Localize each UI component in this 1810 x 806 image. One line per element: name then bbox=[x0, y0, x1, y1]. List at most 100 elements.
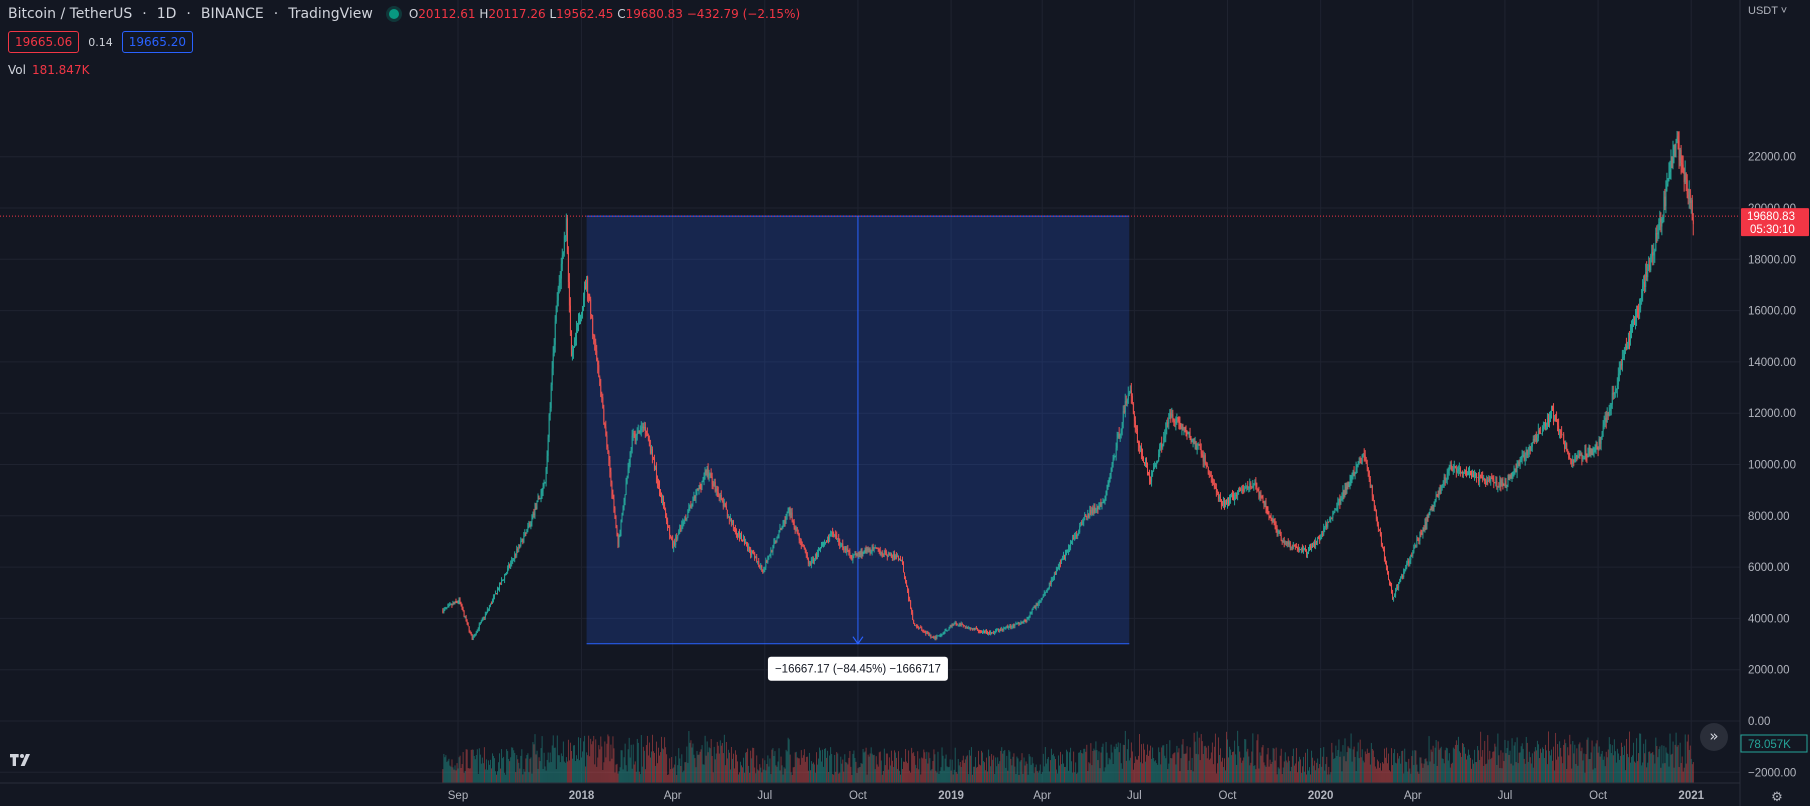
candle-body bbox=[856, 553, 858, 556]
candle-body bbox=[1035, 603, 1037, 608]
volume-bar bbox=[823, 766, 825, 783]
candle-body bbox=[733, 520, 734, 528]
candle-body bbox=[1018, 622, 1020, 625]
candle-body bbox=[960, 623, 962, 626]
volume-bar bbox=[660, 752, 661, 783]
candle-body bbox=[545, 468, 547, 483]
candle-body bbox=[822, 545, 823, 547]
volume-bar bbox=[960, 766, 962, 783]
candle-body bbox=[1024, 619, 1026, 621]
volume-bar bbox=[1001, 747, 1003, 783]
volume-bar bbox=[516, 755, 518, 783]
volume-bar bbox=[1674, 744, 1676, 783]
volume-bar bbox=[1573, 753, 1575, 783]
volume-bar bbox=[1502, 752, 1504, 783]
candle-body bbox=[576, 328, 577, 340]
candle-body bbox=[807, 558, 809, 564]
candle-body bbox=[1519, 461, 1521, 466]
volume-bar bbox=[539, 761, 541, 783]
candle-body bbox=[588, 293, 590, 295]
candle-body bbox=[1441, 485, 1443, 487]
candle-body bbox=[567, 252, 569, 282]
volume-bar bbox=[765, 770, 767, 783]
volume-bar bbox=[1593, 746, 1595, 783]
candle-body bbox=[914, 623, 916, 626]
volume-bar bbox=[1089, 763, 1091, 783]
candle-body bbox=[1667, 178, 1669, 184]
volume-bar bbox=[1156, 763, 1158, 783]
candle-body bbox=[571, 330, 572, 356]
volume-bar bbox=[762, 758, 764, 783]
volume-bar bbox=[1680, 762, 1682, 783]
volume-bar bbox=[915, 764, 917, 783]
volume-bar bbox=[954, 747, 956, 783]
volume-bar bbox=[495, 771, 496, 783]
volume-bar bbox=[1492, 751, 1494, 783]
interval-label[interactable]: 1D bbox=[156, 6, 177, 22]
volume-bar bbox=[1378, 767, 1380, 783]
settings-gear-icon[interactable]: ⚙ bbox=[1771, 790, 1783, 805]
candle-body bbox=[578, 322, 579, 329]
volume-bar bbox=[1532, 767, 1534, 783]
volume-bar bbox=[714, 759, 716, 783]
candle-body bbox=[1177, 417, 1179, 422]
volume-bar bbox=[621, 750, 623, 783]
candle-body bbox=[1351, 473, 1353, 479]
candle-body bbox=[1677, 136, 1679, 141]
volume-bar bbox=[1334, 758, 1336, 783]
candle-body bbox=[683, 521, 685, 523]
volume-bar bbox=[1354, 756, 1356, 783]
volume-bar bbox=[613, 748, 615, 783]
market-status-icon[interactable] bbox=[388, 9, 399, 19]
volume-bar bbox=[780, 756, 782, 783]
volume-bar bbox=[493, 755, 494, 783]
scroll-to-realtime-button[interactable]: » bbox=[1700, 723, 1728, 751]
candle-body bbox=[817, 553, 818, 557]
volume-bar bbox=[1599, 756, 1601, 783]
volume-bar bbox=[859, 767, 861, 783]
candle-body bbox=[844, 547, 846, 551]
candle-body bbox=[1066, 552, 1068, 554]
sell-button[interactable]: 19665.06 bbox=[8, 31, 80, 53]
buy-button[interactable]: 19665.20 bbox=[121, 31, 194, 53]
candle-body bbox=[569, 305, 571, 331]
volume-bar bbox=[476, 749, 478, 783]
tradingview-logo-icon[interactable] bbox=[10, 753, 34, 767]
symbol-name[interactable]: Bitcoin / TetherUS bbox=[8, 6, 133, 22]
candle-body bbox=[607, 447, 609, 452]
candle-body bbox=[656, 467, 657, 480]
volume-bar bbox=[871, 753, 873, 783]
candle-body bbox=[592, 317, 594, 336]
candle-body bbox=[1132, 403, 1134, 415]
volume-bar bbox=[545, 770, 547, 783]
volume-bar bbox=[882, 770, 884, 783]
candle-body bbox=[1567, 450, 1569, 453]
volume-bar bbox=[916, 768, 918, 783]
volume-bar bbox=[982, 752, 983, 783]
volume-bar bbox=[735, 750, 736, 783]
candle-body bbox=[919, 627, 921, 629]
volume-bar bbox=[1067, 751, 1069, 783]
volume-bar bbox=[579, 760, 580, 783]
candle-body bbox=[736, 531, 737, 535]
volume-bar bbox=[1240, 757, 1242, 783]
volume-bar bbox=[1226, 731, 1227, 783]
y-tick-label: 18000.00 bbox=[1748, 254, 1796, 266]
candle-body bbox=[1396, 587, 1398, 590]
volume-legend[interactable]: Vol 181.847K bbox=[8, 63, 89, 77]
volume-bar bbox=[1070, 747, 1072, 783]
source-label: TradingView bbox=[288, 6, 373, 22]
candle-body bbox=[770, 550, 772, 556]
candle-body bbox=[1040, 599, 1042, 601]
volume-bar bbox=[576, 755, 577, 783]
volume-bar bbox=[1676, 746, 1678, 783]
volume-bar bbox=[1100, 752, 1102, 783]
candle-body bbox=[1690, 200, 1692, 204]
candle-body bbox=[1477, 476, 1479, 478]
volume-bar bbox=[630, 744, 632, 783]
candle-body bbox=[1348, 484, 1350, 486]
volume-bar bbox=[1642, 762, 1644, 783]
candle-body bbox=[1130, 390, 1132, 397]
